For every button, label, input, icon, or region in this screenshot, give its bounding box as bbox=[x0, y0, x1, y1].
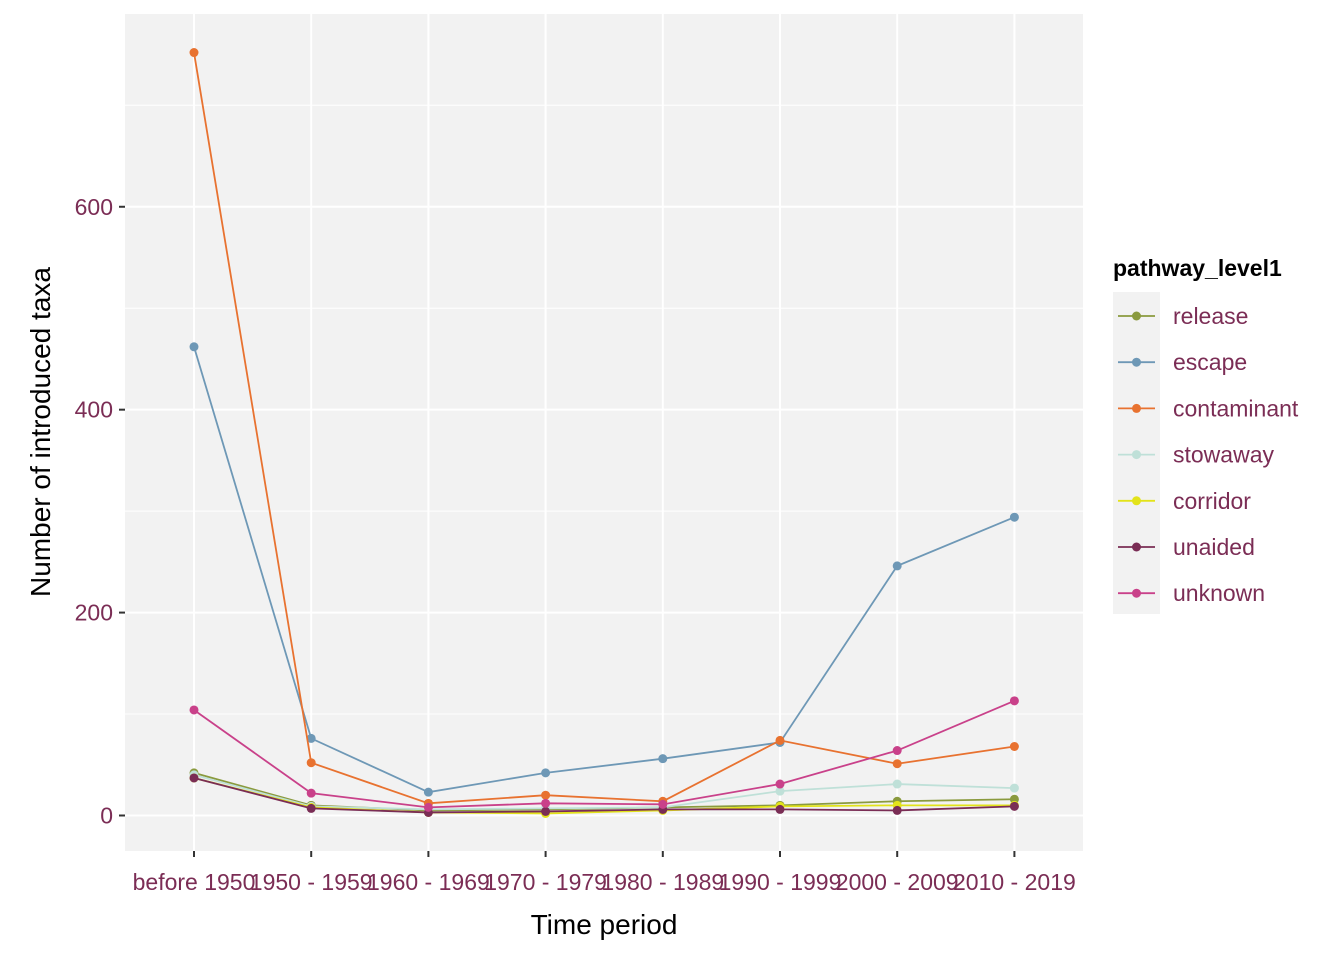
data-point-unknown bbox=[306, 788, 316, 798]
legend-label: corridor bbox=[1173, 488, 1251, 514]
legend-item-corridor: corridor bbox=[1118, 488, 1251, 514]
data-point-contaminant bbox=[306, 758, 316, 768]
data-point-contaminant bbox=[775, 735, 785, 745]
y-axis: 0 200 400 600 bbox=[75, 194, 125, 828]
legend-label: stowaway bbox=[1173, 442, 1274, 468]
data-point-unaided bbox=[775, 804, 785, 814]
legend-key-point bbox=[1132, 496, 1141, 506]
series-group bbox=[189, 48, 1019, 818]
legend-key-point bbox=[1132, 311, 1141, 321]
data-point-unknown bbox=[1009, 696, 1019, 706]
x-tick-label: 2000 - 2009 bbox=[836, 869, 959, 895]
data-point-contaminant bbox=[189, 48, 199, 58]
data-point-escape bbox=[189, 342, 199, 352]
series-line-unaided bbox=[193, 777, 1015, 814]
x-axis-title: Time period bbox=[531, 909, 678, 940]
y-tick-label: 0 bbox=[100, 802, 113, 828]
data-point-unaided bbox=[189, 773, 199, 783]
legend-label: release bbox=[1173, 303, 1248, 329]
data-point-contaminant bbox=[892, 759, 902, 769]
legend-key-point bbox=[1132, 403, 1141, 413]
legend-label: contaminant bbox=[1173, 395, 1299, 421]
data-point-unaided bbox=[306, 803, 316, 813]
data-point-escape bbox=[306, 733, 316, 743]
legend-key-point bbox=[1132, 588, 1141, 598]
data-point-escape bbox=[658, 754, 668, 764]
series-line-stowaway bbox=[193, 774, 1015, 811]
legend-label: escape bbox=[1173, 349, 1247, 375]
data-point-contaminant bbox=[541, 790, 551, 800]
data-point-escape bbox=[423, 787, 433, 797]
legend-title: pathway_level1 bbox=[1113, 255, 1282, 281]
data-point-contaminant bbox=[1009, 742, 1019, 752]
x-tick-label: 1970 - 1979 bbox=[484, 869, 607, 895]
data-point-stowaway bbox=[1009, 783, 1019, 793]
series-line-contaminant bbox=[193, 52, 1015, 805]
y-tick-label: 600 bbox=[75, 194, 113, 220]
grid-minor bbox=[125, 104, 1083, 715]
data-point-stowaway bbox=[892, 779, 902, 789]
series-escape bbox=[189, 342, 1019, 797]
data-point-escape bbox=[892, 561, 902, 571]
legend-label: unknown bbox=[1173, 580, 1265, 606]
y-tick-label: 200 bbox=[75, 600, 113, 626]
data-point-escape bbox=[1009, 512, 1019, 522]
legend-label: unaided bbox=[1173, 534, 1255, 560]
y-axis-title: Number of introduced taxa bbox=[25, 267, 56, 597]
x-tick-label: before 1950 bbox=[133, 869, 256, 895]
legend-item-stowaway: stowaway bbox=[1118, 442, 1274, 468]
legend-key-point bbox=[1132, 542, 1141, 552]
plot-panel bbox=[125, 14, 1083, 851]
data-point-stowaway bbox=[775, 786, 785, 796]
x-tick-label: 1990 - 1999 bbox=[719, 869, 842, 895]
x-tick-label: 1980 - 1989 bbox=[601, 869, 724, 895]
x-tick-label: 1960 - 1969 bbox=[367, 869, 490, 895]
data-point-unknown bbox=[423, 802, 433, 812]
data-point-unknown bbox=[541, 798, 551, 808]
series-unknown bbox=[189, 696, 1019, 812]
data-point-unknown bbox=[189, 705, 199, 715]
data-point-unaided bbox=[541, 806, 551, 816]
grid-major bbox=[125, 14, 1083, 851]
data-point-escape bbox=[541, 768, 551, 778]
series-line-unknown bbox=[193, 700, 1015, 809]
legend-key-point bbox=[1132, 450, 1141, 460]
series-line-escape bbox=[193, 346, 1015, 794]
data-point-unknown bbox=[892, 746, 902, 756]
y-tick-label: 400 bbox=[75, 397, 113, 423]
legend-item-unaided: unaided bbox=[1118, 534, 1255, 560]
legend-item-unknown: unknown bbox=[1118, 580, 1265, 606]
data-point-unknown bbox=[775, 779, 785, 789]
legend-item-escape: escape bbox=[1118, 349, 1247, 375]
x-tick-label: 2010 - 2019 bbox=[953, 869, 1076, 895]
x-tick-label: 1950 - 1959 bbox=[250, 869, 373, 895]
legend-item-contaminant: contaminant bbox=[1118, 395, 1299, 421]
data-point-unaided bbox=[1009, 801, 1019, 811]
legend-key-point bbox=[1132, 357, 1141, 367]
legend-item-release: release bbox=[1118, 303, 1248, 329]
series-unaided bbox=[189, 773, 1019, 817]
data-point-unaided bbox=[892, 805, 902, 815]
legend: pathway_level1 release escape contaminant s… bbox=[1113, 255, 1299, 614]
data-point-unknown bbox=[658, 799, 668, 809]
